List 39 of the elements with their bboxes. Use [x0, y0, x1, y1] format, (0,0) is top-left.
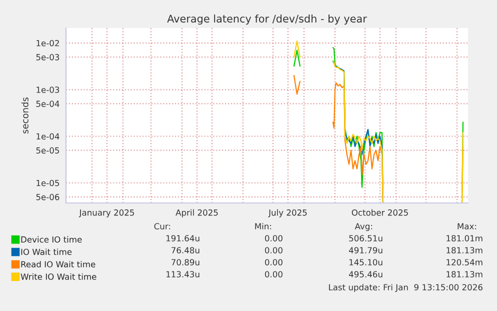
y-tick-label: 5e-04 — [36, 100, 60, 107]
text: 191.64u — [166, 235, 200, 242]
text: 495.46u — [348, 271, 382, 278]
text: 0.00 — [264, 271, 282, 278]
text: 120.54m — [446, 259, 482, 266]
y-tick-label: 1e-02 — [36, 40, 59, 46]
x-tick-label: January 2025 — [78, 209, 134, 218]
y-tick-label: 1e-05 — [36, 180, 60, 186]
text: 506.51u — [349, 235, 382, 242]
legend-label: Write IO Wait time — [20, 273, 96, 280]
text: Min: — [255, 222, 272, 230]
text: Max: — [458, 223, 476, 230]
text: 70.89u — [172, 259, 200, 266]
text: Avg: — [354, 223, 372, 232]
text: Last update: Fri Jan 9 13:15:00 2026 — [329, 284, 482, 292]
y-tick-label: 1e-03 — [36, 86, 60, 93]
text: 181.13m — [446, 271, 482, 278]
text: 145.10u — [349, 259, 382, 266]
text: 0.00 — [264, 235, 282, 242]
y-tick-label: 5e-03 — [36, 54, 60, 60]
text: Cur: — [154, 223, 170, 230]
text: 0.00 — [264, 259, 282, 266]
text: 113.43u — [166, 271, 200, 278]
text: 491.79u — [348, 247, 382, 254]
y-tick-label: 5e-05 — [36, 147, 60, 154]
x-tick-label: October 2025 — [352, 209, 408, 216]
legend-label: Read IO Wait time — [21, 260, 96, 268]
y-axis-title: seconds — [21, 97, 28, 134]
x-tick-label: April 2025 — [176, 209, 218, 218]
text: 181.01m — [446, 235, 482, 242]
y-tick-label: 1e-04 — [36, 133, 60, 140]
legend-label: IO Wait time — [21, 248, 72, 256]
y-tick-label: 5e-06 — [36, 194, 60, 200]
x-tick-label: July 2025 — [268, 209, 307, 218]
chart-title: Average latency for /dev/sdh - by year — [167, 14, 367, 25]
text: 0.00 — [264, 247, 282, 254]
text: 76.48u — [172, 247, 200, 254]
text: 181.13m — [446, 247, 482, 254]
legend-label: Device IO time — [21, 236, 82, 243]
